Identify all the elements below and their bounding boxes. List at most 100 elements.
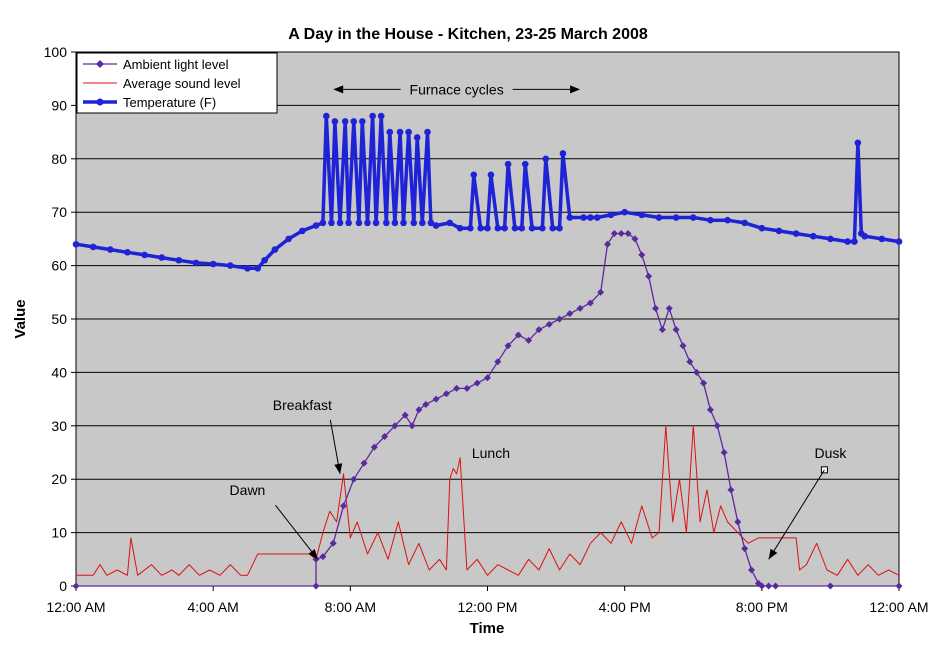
data-point	[494, 358, 502, 366]
x-tick-label: 4:00 AM	[187, 599, 238, 615]
data-point	[456, 224, 464, 232]
data-point	[826, 582, 834, 590]
x-axis-ticks: 12:00 AM 4:00 AM 8:00 AM 12:00 PM 4:00 PM 8:0…	[46, 586, 929, 615]
series-line	[76, 232, 899, 587]
data-point	[597, 288, 605, 296]
data-point	[470, 171, 478, 179]
data-point	[580, 214, 587, 221]
data-point	[494, 224, 502, 232]
y-tick-label: 80	[51, 151, 67, 167]
data-point	[336, 219, 344, 227]
data-point	[610, 230, 618, 238]
y-axis-title: Value	[12, 299, 29, 338]
data-point	[477, 224, 484, 232]
data-point	[359, 118, 366, 125]
data-point	[758, 224, 766, 232]
data-point	[331, 118, 339, 125]
data-point	[487, 171, 495, 179]
data-point	[878, 235, 886, 243]
data-point	[566, 214, 574, 221]
data-point	[672, 214, 680, 221]
data-point	[339, 502, 347, 510]
legend-entry: Ambient light level	[83, 57, 229, 72]
y-tick-label: 60	[51, 258, 67, 274]
legend-entry: Average sound level	[83, 76, 241, 91]
data-point	[192, 259, 200, 267]
arrowhead	[570, 85, 581, 94]
data-point	[720, 449, 728, 456]
data-point	[545, 320, 553, 328]
data-point	[345, 219, 352, 227]
data-point	[587, 214, 594, 221]
data-point	[415, 406, 423, 414]
data-point	[424, 128, 431, 136]
data-point	[700, 379, 708, 387]
data-point	[271, 246, 279, 253]
data-point	[539, 224, 546, 232]
data-point	[124, 248, 131, 256]
data-point	[851, 238, 858, 245]
data-point	[396, 128, 404, 136]
series-line	[76, 425, 900, 576]
series-layer	[72, 112, 903, 590]
y-tick-label: 100	[44, 44, 68, 60]
annotation-label: Lunch	[472, 445, 510, 461]
data-point	[106, 246, 114, 253]
data-point	[158, 254, 166, 261]
x-tick-label: 12:00 AM	[869, 599, 928, 615]
series-1	[76, 425, 900, 576]
y-axis-ticks: 0 10 20 30 40 50 60 70 80 90 100	[44, 44, 76, 594]
data-point	[72, 582, 80, 590]
data-point	[775, 227, 783, 235]
data-point	[727, 486, 735, 494]
data-point	[413, 134, 421, 141]
data-point	[254, 264, 262, 272]
arrowhead	[308, 548, 318, 560]
data-point	[706, 406, 714, 414]
data-point	[427, 219, 435, 227]
data-point	[400, 219, 407, 227]
data-point	[535, 326, 543, 334]
y-tick-label: 40	[51, 364, 67, 380]
legend-label: Ambient light level	[123, 57, 229, 72]
annotation-dusk: Dusk	[768, 445, 847, 560]
data-point	[72, 240, 80, 248]
data-point	[556, 315, 564, 323]
arrowhead	[768, 548, 778, 560]
chart-title: A Day in the House - Kitchen, 23-25 Marc…	[288, 26, 648, 43]
data-point	[528, 224, 536, 232]
annotation-breakfast: Breakfast	[273, 397, 343, 474]
data-point	[463, 384, 471, 392]
data-point	[734, 518, 742, 526]
data-point	[655, 214, 663, 221]
data-point	[410, 219, 418, 227]
data-point	[341, 118, 349, 125]
data-point	[350, 118, 358, 125]
data-point	[419, 219, 426, 227]
data-point	[350, 475, 358, 483]
data-point	[261, 256, 268, 264]
annotation-label: Dusk	[814, 445, 847, 461]
data-point	[386, 128, 394, 136]
arrowhead	[334, 463, 343, 474]
data-point	[521, 160, 529, 168]
data-point	[175, 256, 183, 264]
data-point	[360, 459, 368, 467]
data-point	[607, 211, 615, 219]
data-point	[442, 390, 450, 398]
data-point	[501, 224, 508, 232]
data-point	[586, 299, 594, 307]
data-point	[408, 422, 416, 430]
data-point	[549, 224, 556, 232]
data-point	[299, 227, 306, 235]
data-point	[89, 243, 97, 251]
data-point	[372, 219, 380, 227]
data-point	[844, 238, 851, 245]
legend: Ambient light level Average sound level Te…	[76, 52, 278, 114]
annotation-lunch: Lunch	[472, 445, 510, 461]
data-point	[854, 139, 862, 147]
data-point	[504, 160, 512, 168]
data-point	[383, 219, 390, 227]
data-point	[827, 235, 834, 243]
data-point	[638, 251, 646, 259]
